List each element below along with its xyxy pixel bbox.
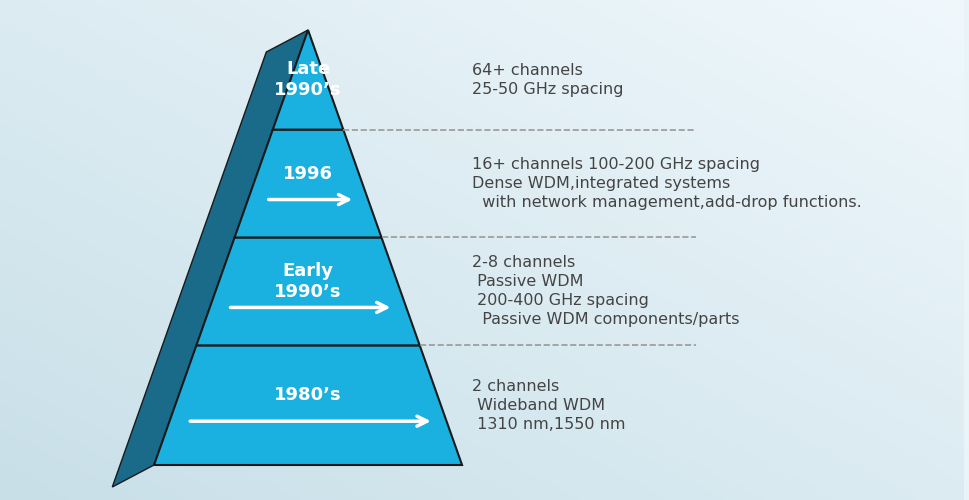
Text: 2 channels: 2 channels	[472, 378, 559, 394]
Polygon shape	[272, 30, 343, 130]
Text: with network management,add-drop functions.: with network management,add-drop functio…	[472, 195, 860, 210]
Text: Dense WDM,integrated systems: Dense WDM,integrated systems	[472, 176, 730, 191]
Text: 16+ channels 100-200 GHz spacing: 16+ channels 100-200 GHz spacing	[472, 157, 760, 172]
Text: 1996: 1996	[283, 164, 332, 182]
Text: 1310 nm,1550 nm: 1310 nm,1550 nm	[472, 416, 625, 432]
Polygon shape	[112, 30, 308, 487]
Text: 2-8 channels: 2-8 channels	[472, 256, 575, 270]
Text: Late
1990’s: Late 1990’s	[274, 60, 341, 99]
Text: Early
1990’s: Early 1990’s	[274, 262, 341, 301]
Text: 64+ channels: 64+ channels	[472, 63, 582, 78]
Text: Wideband WDM: Wideband WDM	[472, 398, 605, 412]
Text: 200-400 GHz spacing: 200-400 GHz spacing	[472, 294, 648, 308]
Text: 1980’s: 1980’s	[274, 386, 341, 404]
Polygon shape	[234, 130, 381, 238]
Polygon shape	[154, 346, 461, 465]
Polygon shape	[196, 238, 420, 346]
Text: Passive WDM components/parts: Passive WDM components/parts	[472, 312, 738, 328]
Text: 25-50 GHz spacing: 25-50 GHz spacing	[472, 82, 623, 97]
Text: Passive WDM: Passive WDM	[472, 274, 583, 289]
